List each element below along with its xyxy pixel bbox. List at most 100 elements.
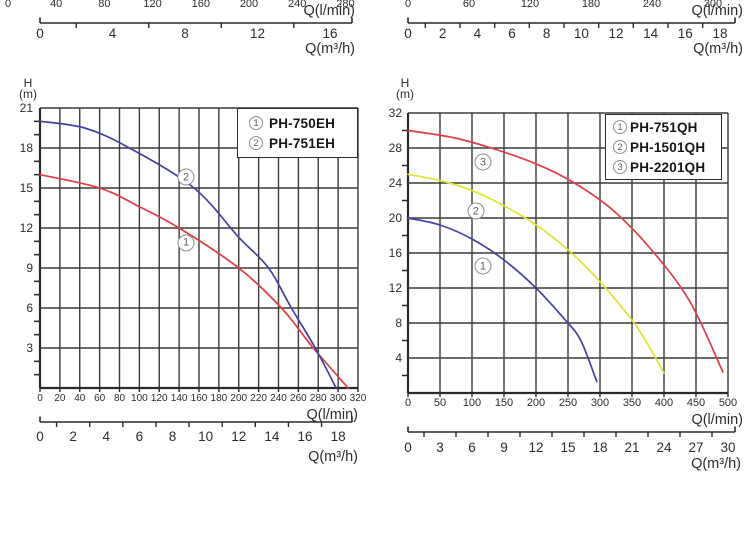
chart-left-legend: 1 PH-750EH 2 PH-751EH: [237, 108, 358, 158]
x-tick-label: 320: [350, 393, 367, 404]
y-axis-title-unit: (m): [19, 87, 37, 101]
strip-m3h-tick-label: 12: [250, 26, 265, 41]
x-tick-label: 100: [463, 397, 481, 409]
chart-ph751qh-ph1501qh-ph2201qh: H (m) 0 50 100 150 200 250 300 350 400 450 500 4 8 12…: [375, 75, 750, 480]
x-tick-label: 250: [559, 397, 577, 409]
y-tick-label: 12: [20, 221, 34, 235]
circled-number-3: 3: [613, 160, 627, 174]
y-tick-label: 20: [389, 211, 403, 225]
x-tick-label: 50: [434, 397, 446, 409]
x-tick-label: 0: [405, 397, 411, 409]
chart-right-legend: 1 PH-751QH 2 PH-1501QH 3 PH-2201QH: [605, 114, 722, 180]
strip-m3h-tick-label: 8: [181, 26, 189, 41]
curve-label-1: 1: [177, 234, 195, 252]
x2-tick-label: 9: [500, 440, 508, 455]
y-tick-label: 3: [26, 341, 33, 355]
chart-right-plot: 0 50 100 150 200 250 300 350 400 450 5004812162024…: [389, 106, 743, 472]
strip-lmin-tick-label: 40: [50, 0, 62, 10]
x-tick-label: 500: [719, 397, 737, 409]
x2-tick-label: 6: [468, 440, 476, 455]
x2-tick-label: 3: [436, 440, 444, 455]
x2-tick-label: 14: [264, 429, 280, 444]
strip-m3h-tick-label: 18: [712, 26, 727, 41]
strip-lmin-tick-label: 0: [5, 0, 11, 10]
legend-row: 1 PH-750EH: [238, 113, 357, 133]
y-tick-label: 12: [389, 281, 403, 295]
x2-tick-label: 0: [36, 429, 44, 444]
y-tick-label: 8: [395, 316, 402, 330]
strip-m3h-tick-label: 0: [404, 26, 412, 41]
x-tick-label: 280: [310, 393, 327, 404]
legend-model-label: PH-751EH: [269, 135, 336, 151]
strip-left-flow-unit-lmin: Q(l/min): [303, 3, 355, 19]
x-tick-label: 0: [37, 393, 43, 404]
strip-lmin-tick-label: 180: [582, 0, 600, 10]
x-tick-label: 240: [270, 393, 287, 404]
strip-m3h-tick-label: 16: [678, 26, 693, 41]
x-tick-label: 160: [191, 393, 208, 404]
y-tick-label: 6: [26, 301, 33, 315]
x-tick-label: 200: [230, 393, 247, 404]
legend-row: 3 PH-2201QH: [606, 157, 721, 177]
y-tick-label: 28: [389, 141, 403, 155]
x2-tick-label: 27: [688, 440, 703, 455]
x-tick-label: 400: [655, 397, 673, 409]
x-tick-label: 200: [527, 397, 545, 409]
x-tick-label: 150: [495, 397, 513, 409]
curve-ph-750eh: [39, 173, 349, 389]
strip-right-flow-unit-lmin: Q(l/min): [691, 3, 743, 19]
legend-row: 2 PH-751EH: [238, 133, 357, 153]
x-tick-label: 350: [623, 397, 641, 409]
top-axis-strip-right: 0 60 120 180 240 300 0 2 4 6 8 10 12 14 16 18 Q(l/min) …: [375, 0, 750, 66]
strip-m3h-tick-label: 16: [322, 26, 337, 41]
curve-ph-751eh: [39, 120, 337, 389]
legend-model-label: PH-751QH: [630, 119, 698, 135]
strip-m3h-tick-label: 8: [543, 26, 551, 41]
x-tick-label: 450: [687, 397, 705, 409]
strip-m3h-tick-label: 14: [643, 26, 659, 41]
x-tick-label: 300: [591, 397, 609, 409]
strip-m3h-tick-label: 12: [608, 26, 623, 41]
x-tick-label: 260: [290, 393, 307, 404]
y-tick-label: 15: [20, 181, 34, 195]
strip-m3h-tick-label: 0: [36, 26, 44, 41]
x-tick-label: 140: [171, 393, 188, 404]
x-axis-unit-lmin: Q(l/min): [306, 407, 358, 423]
x-tick-label: 300: [330, 393, 347, 404]
y-axis-title-letter: H: [23, 76, 33, 90]
strip-right-axis-graphic: 0 60 120 180 240 300 0 2 4 6 8 10 12 14 16 18: [404, 0, 736, 41]
curve-label-2: 2: [467, 202, 485, 220]
legend-row: 2 PH-1501QH: [606, 137, 721, 157]
x2-tick-label: 6: [136, 429, 144, 444]
x2-tick-label: 15: [560, 440, 575, 455]
y-axis-title-left: H (m): [13, 76, 43, 101]
chart-ph750eh-ph751eh: H (m) 0 20 40 60 80 100 120 140 160 180 200 220 240 2…: [0, 75, 375, 480]
x-tick-label: 180: [211, 393, 228, 404]
x2-tick-label: 16: [297, 429, 312, 444]
x2-tick-label: 30: [720, 440, 735, 455]
curve-label-1: 1: [474, 257, 492, 275]
x2-tick-label: 18: [331, 429, 346, 444]
legend-model-label: PH-2201QH: [630, 159, 706, 175]
x2-tick-label: 2: [69, 429, 77, 444]
top-axis-strip-left: 0 40 80 120 160 200 240 280 0 4 8 12 16 Q(l/min) Q(m…: [0, 0, 375, 66]
x-tick-label: 60: [94, 393, 106, 404]
y-tick-label: 32: [389, 106, 403, 120]
y-tick-label: 9: [26, 261, 33, 275]
x2-tick-label: 24: [656, 440, 672, 455]
x-axis-unit-lmin: Q(l/min): [691, 412, 743, 428]
curve-ph-1501qh: [407, 173, 665, 374]
x2-tick-label: 12: [528, 440, 543, 455]
curve-label-2: 2: [177, 168, 195, 186]
circled-number-1: 1: [613, 120, 627, 134]
strip-lmin-tick-label: 0: [405, 0, 411, 10]
x2-tick-label: 4: [102, 429, 110, 444]
x-tick-label: 80: [114, 393, 126, 404]
curve-ph-751qh: [407, 217, 598, 383]
strip-lmin-tick-label: 280: [336, 0, 354, 10]
strip-m3h-tick-label: 4: [474, 26, 482, 41]
y-axis-title-unit: (m): [396, 87, 414, 101]
strip-lmin-tick-label: 120: [521, 0, 539, 10]
y-tick-label: 18: [20, 141, 34, 155]
